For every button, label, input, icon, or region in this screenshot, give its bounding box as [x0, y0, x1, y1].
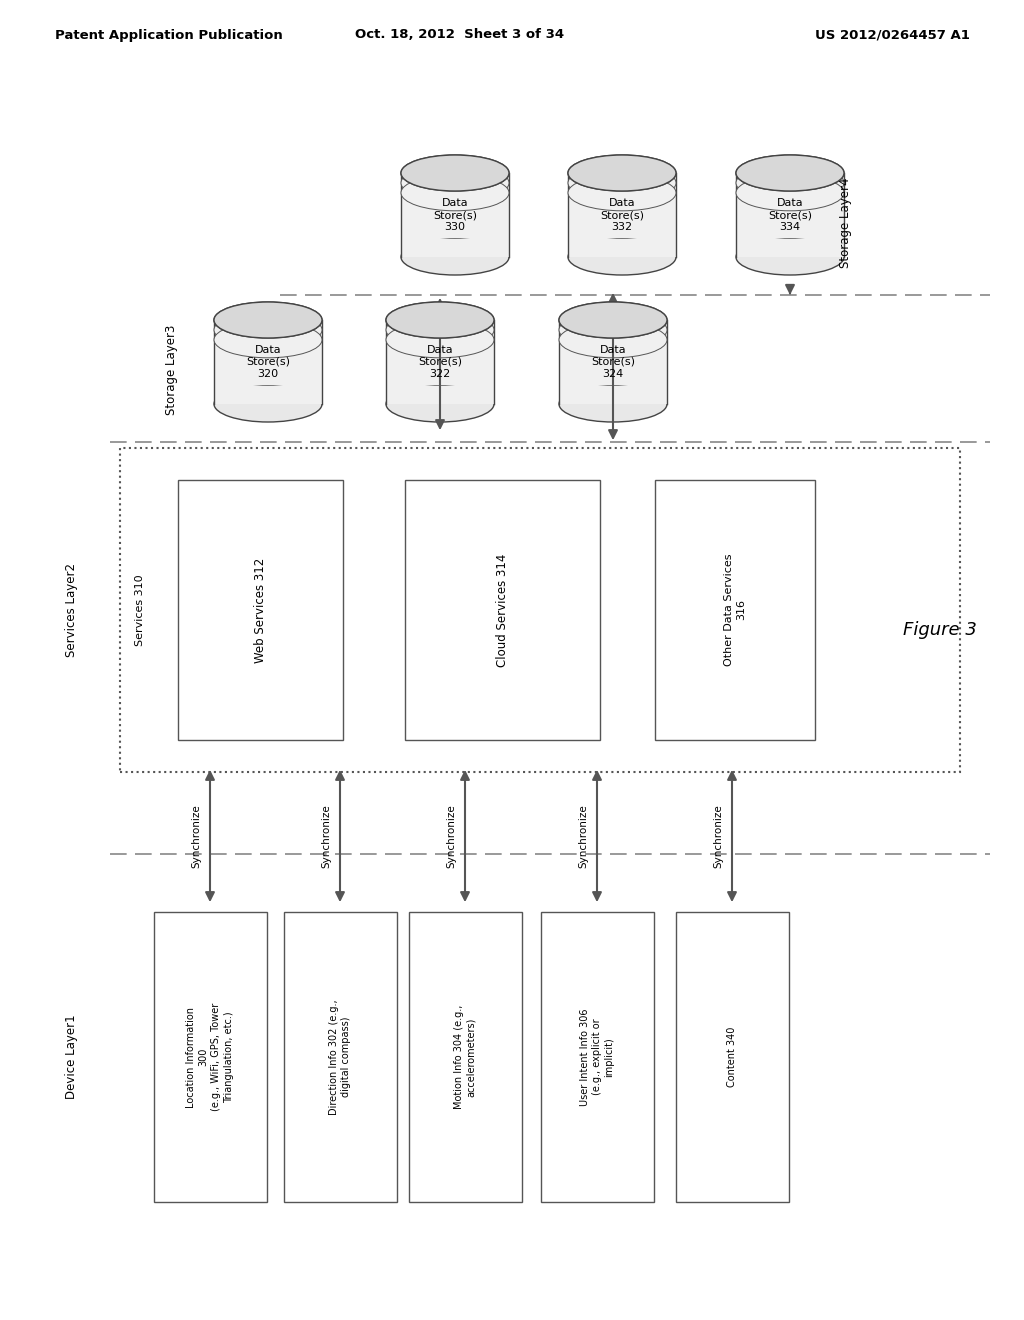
Ellipse shape [736, 239, 844, 275]
Text: Synchronize: Synchronize [713, 804, 723, 867]
Bar [401, 173, 509, 257]
Text: Patent Application Publication: Patent Application Publication [55, 29, 283, 41]
Ellipse shape [386, 385, 494, 422]
Text: Device Layer1: Device Layer1 [66, 1015, 79, 1100]
Text: Figure 3: Figure 3 [903, 620, 977, 639]
Ellipse shape [214, 322, 322, 358]
Ellipse shape [401, 154, 509, 191]
Ellipse shape [568, 239, 676, 275]
Text: Synchronize: Synchronize [446, 804, 456, 867]
Text: Oct. 18, 2012  Sheet 3 of 34: Oct. 18, 2012 Sheet 3 of 34 [355, 29, 564, 41]
Text: Synchronize: Synchronize [191, 804, 201, 867]
Text: Synchronize: Synchronize [321, 804, 331, 867]
Bar [386, 319, 494, 404]
Text: Data
Store(s)
330: Data Store(s) 330 [433, 198, 477, 232]
Ellipse shape [568, 174, 676, 211]
Ellipse shape [559, 312, 667, 348]
Ellipse shape [568, 154, 676, 191]
Text: Location Information
300
(e.g., WiFi, GPS, Tower
Triangulation, etc.): Location Information 300 (e.g., WiFi, GP… [186, 1003, 233, 1111]
Text: Motion Info 304 (e.g.,
accelerometers): Motion Info 304 (e.g., accelerometers) [454, 1005, 476, 1109]
Text: Data
Store(s)
334: Data Store(s) 334 [768, 198, 812, 232]
Ellipse shape [559, 302, 667, 338]
Ellipse shape [401, 174, 509, 211]
Text: Cloud Services 314: Cloud Services 314 [496, 553, 509, 667]
Bar [214, 385, 322, 404]
Text: User Intent Info 306
(e.g., explicit or
implicit): User Intent Info 306 (e.g., explicit or … [580, 1008, 614, 1106]
Ellipse shape [386, 302, 494, 338]
Text: Direction Info 302 (e.g.,
digital compass): Direction Info 302 (e.g., digital compas… [329, 999, 351, 1115]
Bar [568, 239, 676, 257]
Ellipse shape [386, 312, 494, 348]
Text: Services Layer2: Services Layer2 [66, 564, 79, 657]
Ellipse shape [401, 165, 509, 201]
Text: Storage Layer4: Storage Layer4 [839, 177, 852, 268]
Bar [386, 385, 494, 404]
Ellipse shape [214, 312, 322, 348]
Bar [214, 319, 322, 404]
Ellipse shape [386, 302, 494, 338]
Ellipse shape [401, 239, 509, 275]
Text: Data
Store(s)
324: Data Store(s) 324 [591, 345, 635, 379]
Text: Storage Layer3: Storage Layer3 [166, 325, 178, 416]
Ellipse shape [568, 165, 676, 201]
Ellipse shape [214, 385, 322, 422]
Text: Data
Store(s)
320: Data Store(s) 320 [246, 345, 290, 379]
Text: Data
Store(s)
322: Data Store(s) 322 [418, 345, 462, 379]
Ellipse shape [736, 174, 844, 211]
Text: US 2012/0264457 A1: US 2012/0264457 A1 [815, 29, 970, 41]
Text: Content 340: Content 340 [727, 1027, 737, 1088]
Bar [736, 239, 844, 257]
Ellipse shape [214, 302, 322, 338]
Bar [736, 173, 844, 257]
Ellipse shape [401, 154, 509, 191]
Bar [401, 239, 509, 257]
Ellipse shape [736, 154, 844, 191]
Bar [559, 319, 667, 404]
Ellipse shape [559, 322, 667, 358]
Text: Web Services 312: Web Services 312 [254, 557, 267, 663]
Ellipse shape [736, 154, 844, 191]
Ellipse shape [214, 302, 322, 338]
Ellipse shape [559, 302, 667, 338]
Text: Services 310: Services 310 [135, 574, 145, 645]
Ellipse shape [568, 154, 676, 191]
Bar [568, 173, 676, 257]
Ellipse shape [386, 322, 494, 358]
Text: Synchronize: Synchronize [578, 804, 588, 867]
Bar [559, 385, 667, 404]
Text: Other Data Services
316: Other Data Services 316 [724, 554, 745, 667]
Ellipse shape [736, 165, 844, 201]
Ellipse shape [559, 385, 667, 422]
Text: Data
Store(s)
332: Data Store(s) 332 [600, 198, 644, 232]
